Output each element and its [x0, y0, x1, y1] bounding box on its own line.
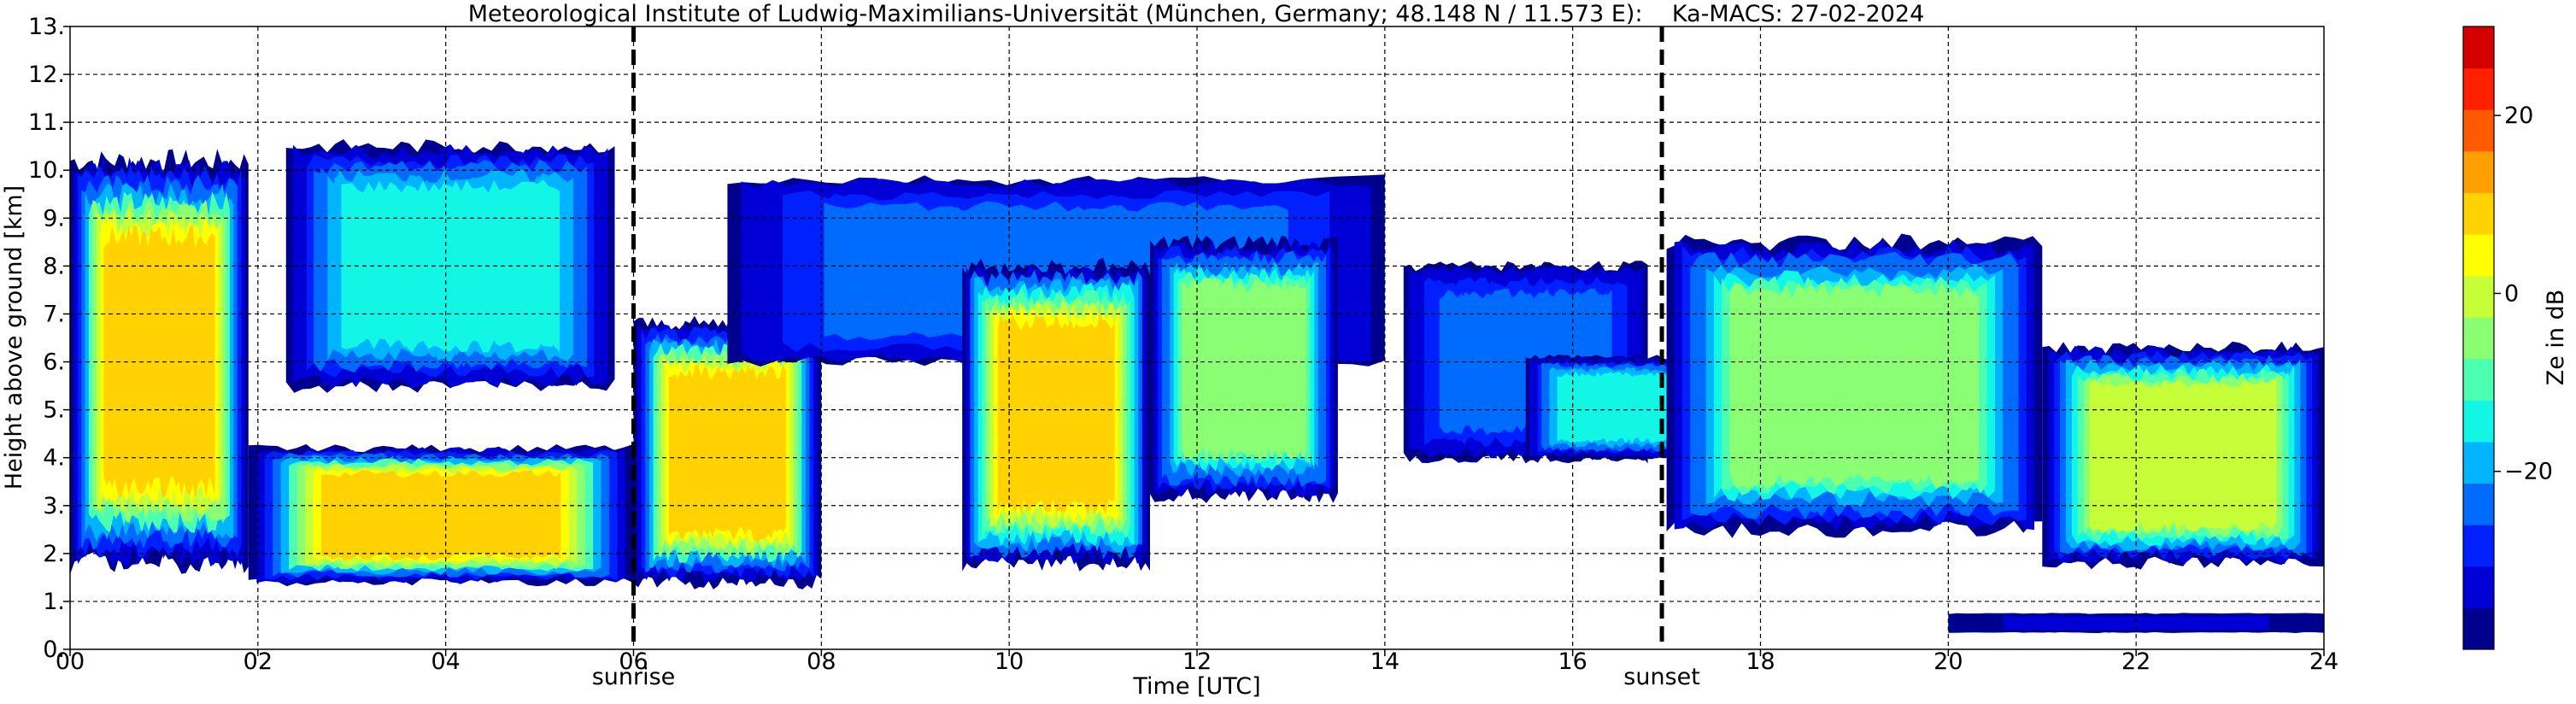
- sunrise-label: sunrise: [592, 664, 676, 690]
- reflectivity-band: [2019, 616, 2253, 630]
- y-tick-label: 5.: [43, 397, 65, 424]
- x-tick-label: 22: [2121, 648, 2151, 675]
- y-tick-label: 10.: [28, 157, 65, 184]
- x-axis-label: Time [UTC]: [1132, 673, 1260, 700]
- x-tick-label: 02: [244, 648, 273, 675]
- y-tick-label: 3.: [43, 493, 65, 519]
- x-tick-label: 18: [1746, 648, 1775, 675]
- colorbar: 20 0 −20 Ze in dB: [2462, 26, 2569, 650]
- cloud-region: [1948, 613, 2324, 633]
- grid: [70, 26, 2324, 649]
- colorbar-segment: [2463, 483, 2494, 525]
- reflectivity-band: [1561, 373, 1678, 442]
- reflectivity-band: [103, 225, 215, 499]
- colorbar-tick-label: 0: [2504, 280, 2519, 307]
- x-tick-label: 04: [431, 648, 460, 675]
- colorbar-frame: [2462, 26, 2495, 650]
- y-tick-label: 11.: [28, 109, 65, 136]
- y-tick-label: 6.: [43, 349, 65, 376]
- x-tick-label: 06: [619, 648, 648, 675]
- y-axis-label: Height above ground [km]: [1, 185, 27, 490]
- colorbar-segment: [2463, 525, 2494, 567]
- colorbar-tick-label: 20: [2504, 103, 2533, 129]
- y-tick-label: 4.: [43, 445, 65, 472]
- colorbar-segment: [2463, 150, 2494, 193]
- x-tick-label: 16: [1558, 648, 1587, 675]
- y-tick-label: 13.: [28, 14, 65, 40]
- y-tick-label: 0.: [43, 637, 65, 663]
- reflectivity-band: [1737, 289, 1972, 484]
- plot-area: [69, 26, 2325, 650]
- x-tick-label: 10: [995, 648, 1024, 675]
- x-tick-label: 20: [1933, 648, 1963, 675]
- x-tick-label: 00: [56, 648, 85, 675]
- reflectivity-band: [1185, 282, 1303, 455]
- colorbar-tick-label: −20: [2504, 459, 2553, 485]
- y-tick-label: 8.: [43, 253, 65, 279]
- cloud-region: [248, 443, 634, 587]
- cloud-region: [2042, 341, 2324, 570]
- event-lines: [631, 26, 1664, 649]
- reflectivity-band: [997, 314, 1115, 515]
- reflectivity-band: [321, 469, 561, 561]
- colorbar-segment: [2463, 566, 2494, 608]
- colorbar-segment: [2463, 607, 2494, 650]
- sunset-label: sunset: [1623, 664, 1700, 690]
- cloud-region: [633, 315, 822, 590]
- colorbar-segment: [2463, 317, 2494, 360]
- reflectivity-band: [2095, 382, 2271, 529]
- colorbar-segments: [2463, 26, 2494, 650]
- chart-title: Meteorological Institute of Ludwig-Maxim…: [468, 1, 1925, 27]
- x-axis-ticks: sunrise sunset 00 02 04 06 08 10 12 14 16 18 20 22 24: [56, 648, 2338, 690]
- y-axis-ticks: 0. 1. 2. 3. 4. 5. 6. 7. 8. 9. 10. 11. 12. 13.: [28, 14, 70, 663]
- cloud-region: [962, 257, 1150, 572]
- colorbar-segment: [2463, 67, 2494, 110]
- y-tick-label: 7.: [43, 301, 65, 327]
- y-tick-label: 9.: [43, 205, 65, 232]
- x-tick-label: 14: [1370, 648, 1399, 675]
- y-tick-label: 2.: [43, 541, 65, 567]
- colorbar-segment: [2463, 234, 2494, 277]
- reflectivity-band: [669, 364, 786, 542]
- colorbar-segment: [2463, 275, 2494, 318]
- x-tick-label: 08: [807, 648, 836, 675]
- colorbar-segment: [2463, 192, 2494, 235]
- x-tick-label: 24: [2309, 648, 2338, 675]
- colorbar-segment: [2463, 400, 2494, 443]
- y-tick-label: 12.: [28, 62, 65, 88]
- colorbar-segment: [2463, 109, 2494, 152]
- cloud-region: [70, 149, 249, 575]
- cloud-region: [1666, 233, 2043, 538]
- colorbar-label: Ze in dB: [2543, 290, 2569, 386]
- colorbar-segment: [2463, 358, 2494, 401]
- cloud-region: [1150, 235, 1338, 503]
- colorbar-segment: [2463, 442, 2494, 484]
- colorbar-segment: [2463, 26, 2494, 69]
- y-tick-label: 1.: [43, 589, 65, 615]
- x-tick-label: 12: [1182, 648, 1212, 675]
- colorbar-ticks: 20 0 −20: [2494, 103, 2553, 485]
